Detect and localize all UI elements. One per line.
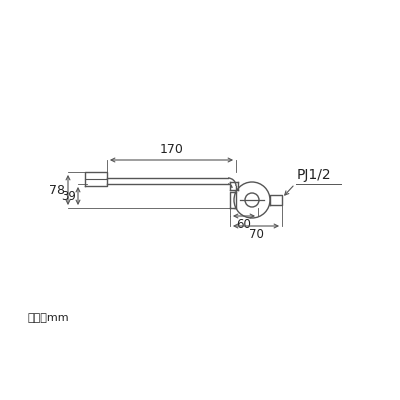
Text: 70: 70 bbox=[248, 228, 264, 241]
Text: 78: 78 bbox=[49, 184, 65, 196]
Text: 170: 170 bbox=[160, 143, 184, 156]
Text: 39: 39 bbox=[61, 190, 76, 202]
Text: PJ1/2: PJ1/2 bbox=[297, 168, 332, 182]
Text: 単位：mm: 単位：mm bbox=[28, 313, 70, 323]
Text: 60: 60 bbox=[236, 218, 252, 231]
